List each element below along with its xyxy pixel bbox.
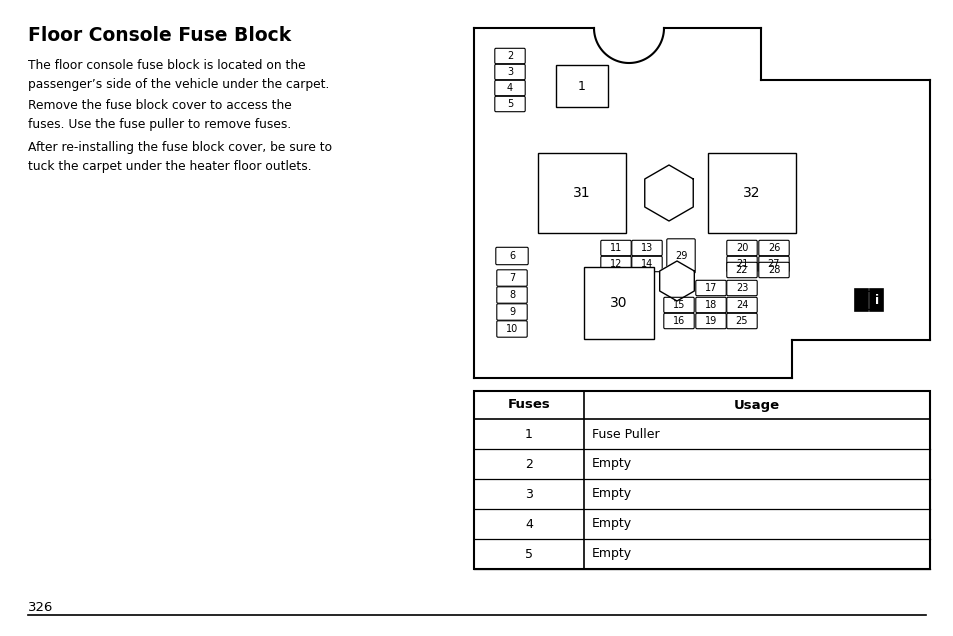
Text: 1: 1 [524, 427, 533, 441]
FancyBboxPatch shape [663, 314, 694, 329]
FancyBboxPatch shape [666, 238, 695, 273]
Text: 4: 4 [506, 83, 513, 93]
FancyBboxPatch shape [758, 262, 788, 278]
Bar [707, 153, 795, 233]
FancyBboxPatch shape [726, 280, 757, 296]
Polygon shape [644, 165, 693, 221]
Text: Empty: Empty [592, 488, 632, 501]
Bar [474, 391, 929, 569]
Text: 3: 3 [524, 488, 533, 501]
Text: 11: 11 [609, 243, 621, 253]
Text: Empty: Empty [592, 518, 632, 530]
FancyBboxPatch shape [758, 256, 788, 272]
FancyBboxPatch shape [695, 280, 725, 296]
Bar [854, 289, 867, 311]
Bar [556, 65, 607, 107]
Text: 14: 14 [640, 259, 653, 269]
FancyBboxPatch shape [600, 240, 631, 256]
Text: 17: 17 [704, 283, 717, 293]
Text: 32: 32 [742, 186, 760, 200]
Text: i: i [874, 293, 878, 307]
Bar [474, 28, 929, 378]
Text: The floor console fuse block is located on the
passenger’s side of the vehicle u: The floor console fuse block is located … [28, 59, 329, 91]
Text: 13: 13 [640, 243, 653, 253]
FancyBboxPatch shape [497, 270, 527, 286]
FancyBboxPatch shape [600, 256, 631, 272]
Text: 31: 31 [573, 186, 590, 200]
Text: 5: 5 [524, 548, 533, 560]
FancyBboxPatch shape [631, 240, 661, 256]
Text: 5: 5 [506, 99, 513, 109]
Text: 12: 12 [609, 259, 621, 269]
Text: After re-installing the fuse block cover, be sure to
tuck the carpet under the h: After re-installing the fuse block cover… [28, 141, 332, 173]
Text: 20: 20 [735, 243, 747, 253]
FancyBboxPatch shape [726, 256, 757, 272]
Text: 23: 23 [735, 283, 747, 293]
FancyBboxPatch shape [726, 262, 757, 278]
FancyBboxPatch shape [695, 297, 725, 313]
FancyBboxPatch shape [496, 247, 528, 265]
Text: 27: 27 [767, 259, 780, 269]
FancyBboxPatch shape [663, 297, 694, 313]
Text: 8: 8 [508, 290, 515, 300]
FancyBboxPatch shape [726, 314, 757, 329]
Text: 24: 24 [735, 300, 747, 310]
Text: 4: 4 [524, 518, 533, 530]
Text: 6: 6 [508, 251, 515, 261]
FancyBboxPatch shape [495, 48, 525, 64]
Text: Fuses: Fuses [507, 399, 550, 411]
FancyBboxPatch shape [695, 314, 725, 329]
Text: 9: 9 [508, 307, 515, 317]
FancyBboxPatch shape [497, 304, 527, 320]
FancyBboxPatch shape [497, 321, 527, 337]
Text: Usage: Usage [733, 399, 780, 411]
FancyBboxPatch shape [495, 96, 525, 112]
Text: Empty: Empty [592, 457, 632, 471]
Text: 15: 15 [672, 300, 684, 310]
Text: 10: 10 [505, 324, 517, 334]
Text: 30: 30 [610, 296, 627, 310]
FancyBboxPatch shape [495, 80, 525, 95]
FancyBboxPatch shape [726, 297, 757, 313]
Text: 3: 3 [506, 67, 513, 77]
Text: 7: 7 [508, 273, 515, 283]
Text: Floor Console Fuse Block: Floor Console Fuse Block [28, 26, 291, 45]
FancyBboxPatch shape [495, 64, 525, 80]
Text: 25: 25 [735, 316, 747, 326]
Text: 21: 21 [735, 259, 747, 269]
FancyBboxPatch shape [497, 287, 527, 303]
Text: 326: 326 [28, 601, 53, 614]
Text: 18: 18 [704, 300, 717, 310]
Text: 26: 26 [767, 243, 780, 253]
Text: 1: 1 [578, 80, 585, 92]
Polygon shape [659, 261, 694, 301]
FancyBboxPatch shape [726, 240, 757, 256]
Text: 19: 19 [704, 316, 717, 326]
Text: Empty: Empty [592, 548, 632, 560]
Text: 2: 2 [524, 457, 533, 471]
FancyBboxPatch shape [631, 256, 661, 272]
Text: 29: 29 [674, 251, 686, 261]
Bar [583, 267, 654, 339]
Text: Fuse Puller: Fuse Puller [592, 427, 659, 441]
Text: 16: 16 [672, 316, 684, 326]
Text: 28: 28 [767, 265, 780, 275]
Text: Remove the fuse block cover to access the
fuses. Use the fuse puller to remove f: Remove the fuse block cover to access th… [28, 99, 292, 131]
Text: 📋: 📋 [862, 290, 875, 310]
Text: 2: 2 [506, 51, 513, 61]
Bar [537, 153, 625, 233]
Text: 22: 22 [735, 265, 747, 275]
Bar [869, 289, 882, 311]
FancyBboxPatch shape [758, 240, 788, 256]
